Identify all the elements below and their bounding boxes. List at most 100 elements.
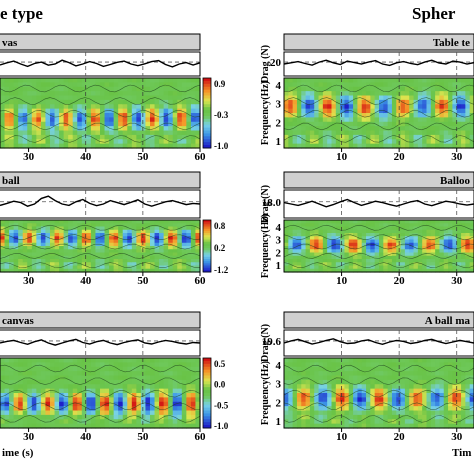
spectrum-cell: [27, 223, 33, 228]
spectrum-cell: [461, 423, 466, 429]
spectrum-cell: [409, 384, 415, 390]
spectrum-cell: [305, 95, 311, 101]
spectrum-cell: [77, 410, 83, 416]
spectrum-cell: [400, 393, 406, 398]
spectrum-cell: [353, 388, 359, 394]
spectrum-cell: [439, 236, 445, 241]
spectrum-cell: [288, 423, 294, 429]
spectrum-cell: [318, 139, 324, 145]
spectrum-cell: [322, 268, 328, 273]
spectrum-cell: [163, 223, 169, 228]
spectrum-cell: [357, 252, 363, 257]
spectrum-cell: [409, 78, 415, 83]
colorbar-swatch: [203, 230, 211, 234]
spectrum-cell: [154, 121, 160, 127]
spectrum-cell: [456, 108, 462, 114]
spectrum-cell: [122, 82, 128, 88]
spectrum-cell: [36, 86, 42, 92]
spectrum-cell: [409, 242, 415, 247]
spectrum-cell: [118, 242, 124, 247]
spectrum-cell: [400, 252, 406, 257]
spectrum-cell: [31, 268, 37, 273]
spectrum-cell: [292, 423, 298, 429]
spectrum-cell: [100, 229, 106, 234]
spectrum-cell: [461, 108, 466, 114]
spectrum-cell: [109, 249, 115, 254]
spectrum-cell: [63, 104, 69, 110]
spectrum-cell: [131, 388, 137, 394]
spectrum-cell: [36, 406, 42, 412]
spectrum-cell: [168, 104, 174, 110]
spectrum-cell: [131, 414, 137, 420]
spectrum-cell: [430, 126, 436, 132]
spectrum-cell: [439, 265, 445, 270]
spectrum-cell: [131, 401, 137, 407]
spectrum-cell: [4, 366, 10, 372]
spectrum-cell: [348, 246, 354, 250]
spectrum-cell: [140, 104, 147, 110]
spectrum-cell: [391, 397, 397, 403]
spectrum-cell: [318, 104, 324, 110]
spectrum-cell: [452, 268, 458, 273]
spectrum-cell: [145, 268, 151, 273]
spectrum-cell: [348, 117, 354, 123]
spectrum-cell: [331, 255, 337, 260]
spectrum-cell: [9, 362, 15, 368]
spectrum-cell: [391, 226, 397, 231]
spectrum-cell: [400, 423, 406, 429]
spectrum-cell: [353, 265, 359, 270]
spectrum-cell: [452, 393, 458, 398]
spectrum-cell: [9, 406, 15, 412]
spectrum-cell: [296, 255, 302, 260]
spectrum-cell: [163, 401, 169, 407]
spectrum-cell: [357, 226, 363, 231]
spectrum-cell: [452, 78, 458, 83]
spectrum-cell: [417, 108, 423, 114]
colorbar-swatch: [203, 393, 211, 397]
spectrum-cell: [335, 371, 341, 377]
spectrum-cell: [340, 126, 346, 132]
spectrum-cell: [18, 226, 24, 231]
spectrum-cell: [465, 236, 471, 241]
spectrum-cell: [426, 233, 432, 237]
contour-line: [283, 243, 474, 250]
spectrum-cell: [131, 108, 137, 114]
spectrum-cell: [452, 108, 458, 114]
spectrum-cell: [31, 82, 37, 88]
spectrum-cell: [27, 236, 33, 241]
spectrum-cell: [374, 379, 380, 385]
spectrum-cell: [409, 121, 415, 127]
spectrum-cell: [469, 236, 474, 241]
spectrum-cell: [18, 414, 24, 420]
spectrum-cell: [104, 401, 110, 407]
spectrum-cell: [72, 406, 78, 412]
spectrum-cell: [100, 220, 106, 224]
spectrum-cell: [100, 249, 106, 254]
spectrum-cell: [140, 139, 147, 145]
spectrum-cell: [50, 265, 56, 270]
spectrum-cell: [435, 255, 441, 260]
spectrum-cell: [426, 78, 432, 83]
spectrum-cell: [109, 78, 115, 83]
spectrum-cell: [379, 226, 384, 231]
spectrum-cell: [318, 95, 324, 101]
spectrum-cell: [391, 268, 397, 273]
spectrum-cell: [318, 401, 324, 407]
spectrum-cell: [309, 113, 315, 118]
spectrum-cell: [361, 78, 367, 83]
spectrum-cell: [190, 423, 197, 429]
spectrum-cell: [22, 242, 28, 247]
spectrum-cell: [13, 226, 19, 231]
spectrum-cell: [172, 117, 178, 123]
spectrum-cell: [335, 265, 341, 270]
spectrum-cell: [0, 113, 6, 118]
colorbar-swatch: [203, 259, 211, 262]
spectrum-cell: [113, 362, 119, 368]
spectrum-cell: [90, 82, 97, 88]
spectrum-cell: [150, 362, 156, 368]
spectrum-cell: [284, 265, 289, 270]
spectrum-cell: [18, 134, 24, 140]
spectrum-cell: [284, 379, 289, 385]
spectrum-cell: [461, 236, 466, 241]
spectrum-cell: [9, 419, 15, 425]
